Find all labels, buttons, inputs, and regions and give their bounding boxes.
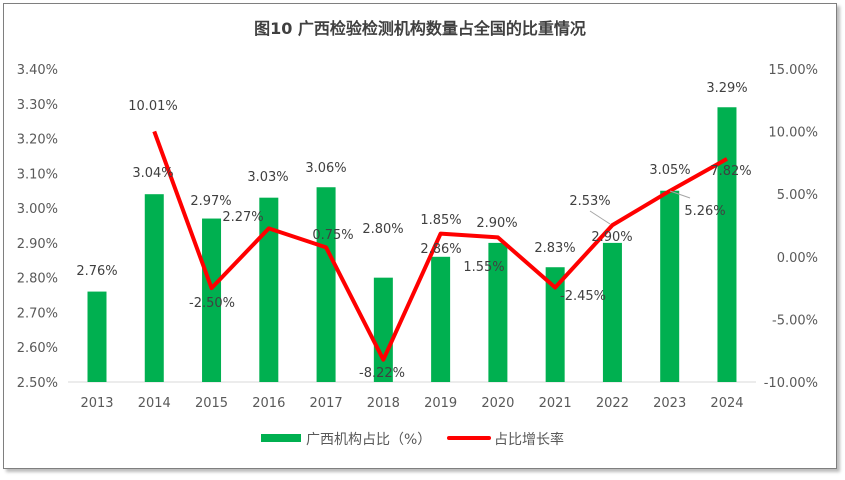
growth-line (152, 130, 728, 362)
chart-frame (3, 3, 837, 469)
line-data-label: 5.26% (684, 204, 725, 219)
bar-data-label: 2.76% (76, 264, 117, 279)
left-axis-tick: 2.60% (17, 341, 58, 356)
x-axis-tick: 2014 (138, 396, 171, 411)
bar (144, 194, 164, 382)
legend: 广西机构占比（%） 占比增长率 (261, 431, 564, 448)
x-axis-tick: 2016 (252, 396, 285, 411)
left-axis-tick: 3.40% (17, 63, 58, 78)
bar (373, 277, 393, 382)
bar-data-label: 2.86% (420, 242, 461, 257)
bar (87, 291, 107, 382)
line-data-label: 0.75% (312, 228, 353, 243)
line-data-label: -2.45% (560, 289, 606, 304)
line-data-label: 1.55% (463, 260, 504, 275)
bar (488, 242, 508, 382)
line-data-label: -2.50% (189, 296, 235, 311)
left-axis-tick: 2.70% (17, 306, 58, 321)
bar (259, 197, 279, 382)
leader-line (589, 210, 611, 225)
right-axis-tick: -10.00% (764, 376, 818, 391)
x-axis-tick: 2018 (367, 396, 400, 411)
bar-data-label: 3.06% (305, 161, 346, 176)
left-axis-tick: 2.90% (17, 237, 58, 252)
right-axis-tick: 5.00% (777, 188, 818, 203)
bar (431, 256, 451, 382)
left-axis-tick: 2.80% (17, 272, 58, 287)
x-axis-tick: 2013 (80, 396, 113, 411)
left-axis-tick: 2.50% (17, 376, 58, 391)
bar (202, 218, 222, 382)
x-axis-tick: 2022 (596, 396, 629, 411)
x-axis-tick: 2015 (195, 396, 228, 411)
line-data-label: 2.53% (569, 194, 610, 209)
x-axis-tick: 2021 (539, 396, 572, 411)
bar-data-label: 2.90% (591, 230, 632, 245)
bar-data-label: 3.05% (649, 163, 690, 178)
line-data-label: 1.85% (420, 213, 461, 228)
x-axis-tick: 2020 (481, 396, 514, 411)
x-axis-tick: 2024 (710, 396, 743, 411)
legend-bar-swatch (261, 434, 301, 442)
bar (660, 190, 680, 382)
left-axis-tick: 3.20% (17, 133, 58, 148)
line-data-label: -8.22% (359, 366, 405, 381)
bar-data-label: 3.03% (247, 170, 288, 185)
x-axis-tick: 2017 (310, 396, 343, 411)
left-axis-tick: 3.10% (17, 167, 58, 182)
right-axis-tick: 15.00% (768, 63, 818, 78)
leader-line (669, 190, 691, 199)
bar-data-label: 2.83% (534, 241, 575, 256)
x-axis-tick: 2019 (424, 396, 457, 411)
bar-data-label: 2.97% (190, 194, 231, 209)
left-axis-tick: 3.00% (17, 202, 58, 217)
line-data-label: 7.82% (710, 164, 751, 179)
bar (602, 242, 622, 382)
bar-data-label: 3.04% (132, 166, 173, 181)
bar (316, 187, 336, 382)
legend-bar-label: 广西机构占比（%） (306, 432, 431, 448)
left-axis-tick: 3.30% (17, 98, 58, 113)
line-data-label: 2.27% (222, 210, 263, 225)
bar (545, 267, 565, 382)
line-data-label: 10.01% (128, 99, 178, 114)
bar (717, 107, 737, 382)
legend-line-label: 占比增长率 (494, 431, 564, 448)
bar-data-label: 3.29% (706, 81, 747, 96)
bar-data-label: 2.90% (476, 216, 517, 231)
x-axis-tick: 2023 (653, 396, 686, 411)
right-axis-tick: 10.00% (768, 126, 818, 141)
right-axis-tick: -5.00% (772, 313, 818, 328)
right-axis-tick: 0.00% (777, 251, 818, 266)
chart-title: 图10 广西检验检测机构数量占全国的比重情况 (254, 19, 586, 38)
bar-data-label: 2.80% (362, 222, 403, 237)
